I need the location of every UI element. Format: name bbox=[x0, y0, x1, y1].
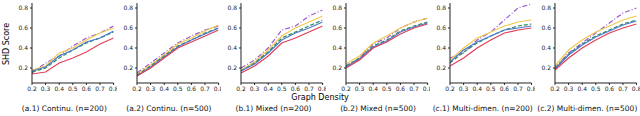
svg-text:0.8: 0.8 bbox=[213, 85, 221, 92]
svg-text:0.2: 0.2 bbox=[341, 85, 351, 92]
svg-text:0.2: 0.2 bbox=[437, 64, 447, 71]
html-text:(c.2) Multi-dimen. (n=500): (c.2) Multi-dimen. (n=500) bbox=[537, 104, 638, 113]
svg-text:0.4: 0.4 bbox=[541, 44, 551, 51]
svg-text:0.6: 0.6 bbox=[541, 24, 551, 31]
svg-text:0.7: 0.7 bbox=[95, 85, 105, 92]
svg-text:0.8: 0.8 bbox=[228, 4, 238, 11]
svg-text:0.5: 0.5 bbox=[277, 85, 287, 92]
svg-text:0.2: 0.2 bbox=[550, 85, 560, 92]
svg-text:0.4: 0.4 bbox=[473, 85, 483, 92]
svg-text:0.2: 0.2 bbox=[18, 64, 28, 71]
svg-text:0.4: 0.4 bbox=[368, 85, 378, 92]
svg-text:0.4: 0.4 bbox=[18, 44, 28, 51]
svg-text:0.2: 0.2 bbox=[132, 85, 142, 92]
svg-text:0.8: 0.8 bbox=[527, 85, 535, 92]
svg-text:0.2: 0.2 bbox=[446, 85, 456, 92]
svg-text:0.8: 0.8 bbox=[18, 4, 28, 11]
svg-text:0.3: 0.3 bbox=[250, 85, 260, 92]
svg-text:0.7: 0.7 bbox=[200, 85, 210, 92]
svg-text:0.6: 0.6 bbox=[395, 85, 405, 92]
svg-text:0.6: 0.6 bbox=[437, 24, 447, 31]
svg-text:0.4: 0.4 bbox=[54, 85, 64, 92]
svg-text:0.6: 0.6 bbox=[291, 85, 301, 92]
html-text:(b.2) Mixed (n=500): (b.2) Mixed (n=500) bbox=[340, 104, 416, 113]
svg-text:0.8: 0.8 bbox=[632, 85, 633, 92]
svg-text:0.6: 0.6 bbox=[82, 85, 92, 92]
svg-text:0.7: 0.7 bbox=[304, 85, 314, 92]
svg-text:0.7: 0.7 bbox=[618, 85, 628, 92]
svg-text:0.2: 0.2 bbox=[541, 64, 551, 71]
svg-text:0.8: 0.8 bbox=[437, 4, 447, 11]
html-text:(b.1) Mixed (n=200): (b.1) Mixed (n=200) bbox=[235, 104, 312, 113]
svg-text:0.4: 0.4 bbox=[228, 44, 238, 51]
svg-text:0.4: 0.4 bbox=[123, 44, 133, 51]
svg-text:0.2: 0.2 bbox=[27, 85, 37, 92]
svg-text:0.5: 0.5 bbox=[382, 85, 392, 92]
svg-text:0.8: 0.8 bbox=[423, 85, 431, 92]
svg-text:0.2: 0.2 bbox=[228, 64, 238, 71]
svg-text:0.4: 0.4 bbox=[437, 44, 447, 51]
svg-text:0.8: 0.8 bbox=[332, 4, 342, 11]
svg-text:0.6: 0.6 bbox=[500, 85, 510, 92]
html-text:(c.1) Multi-dimen. (n=200): (c.1) Multi-dimen. (n=200) bbox=[432, 104, 533, 113]
svg-text:0.2: 0.2 bbox=[332, 64, 342, 71]
svg-text:0.5: 0.5 bbox=[173, 85, 183, 92]
html-text:(a.2) Continu. (n=500): (a.2) Continu. (n=500) bbox=[126, 104, 212, 113]
svg-text:0.6: 0.6 bbox=[123, 24, 133, 31]
svg-text:0.3: 0.3 bbox=[459, 85, 469, 92]
svg-text:0.3: 0.3 bbox=[41, 85, 51, 92]
svg-text:0.7: 0.7 bbox=[514, 85, 524, 92]
html-text:(a.1) Continu. (n=200): (a.1) Continu. (n=200) bbox=[21, 104, 107, 113]
svg-text:0.5: 0.5 bbox=[591, 85, 601, 92]
svg-text:0.5: 0.5 bbox=[68, 85, 78, 92]
svg-text:0.3: 0.3 bbox=[145, 85, 155, 92]
svg-text:0.8: 0.8 bbox=[123, 4, 133, 11]
html-text:SHD Score: SHD Score bbox=[1, 22, 11, 66]
svg-text:0.4: 0.4 bbox=[332, 44, 342, 51]
svg-text:0.6: 0.6 bbox=[186, 85, 196, 92]
svg-text:0.4: 0.4 bbox=[159, 85, 169, 92]
svg-text:0.8: 0.8 bbox=[541, 4, 551, 11]
svg-text:0.2: 0.2 bbox=[123, 64, 133, 71]
svg-text:0.4: 0.4 bbox=[264, 85, 274, 92]
svg-text:0.6: 0.6 bbox=[228, 24, 238, 31]
svg-text:0.4: 0.4 bbox=[577, 85, 587, 92]
svg-text:0.6: 0.6 bbox=[18, 24, 28, 31]
svg-text:0.8: 0.8 bbox=[318, 85, 326, 92]
html-text:Graph Density: Graph Density bbox=[291, 93, 349, 102]
svg-text:0.5: 0.5 bbox=[486, 85, 496, 92]
svg-text:0.3: 0.3 bbox=[355, 85, 365, 92]
svg-text:0.6: 0.6 bbox=[332, 24, 342, 31]
svg-text:0.2: 0.2 bbox=[236, 85, 246, 92]
svg-text:0.6: 0.6 bbox=[605, 85, 615, 92]
svg-text:0.3: 0.3 bbox=[564, 85, 574, 92]
svg-text:0.8: 0.8 bbox=[109, 85, 117, 92]
svg-text:0.7: 0.7 bbox=[409, 85, 419, 92]
